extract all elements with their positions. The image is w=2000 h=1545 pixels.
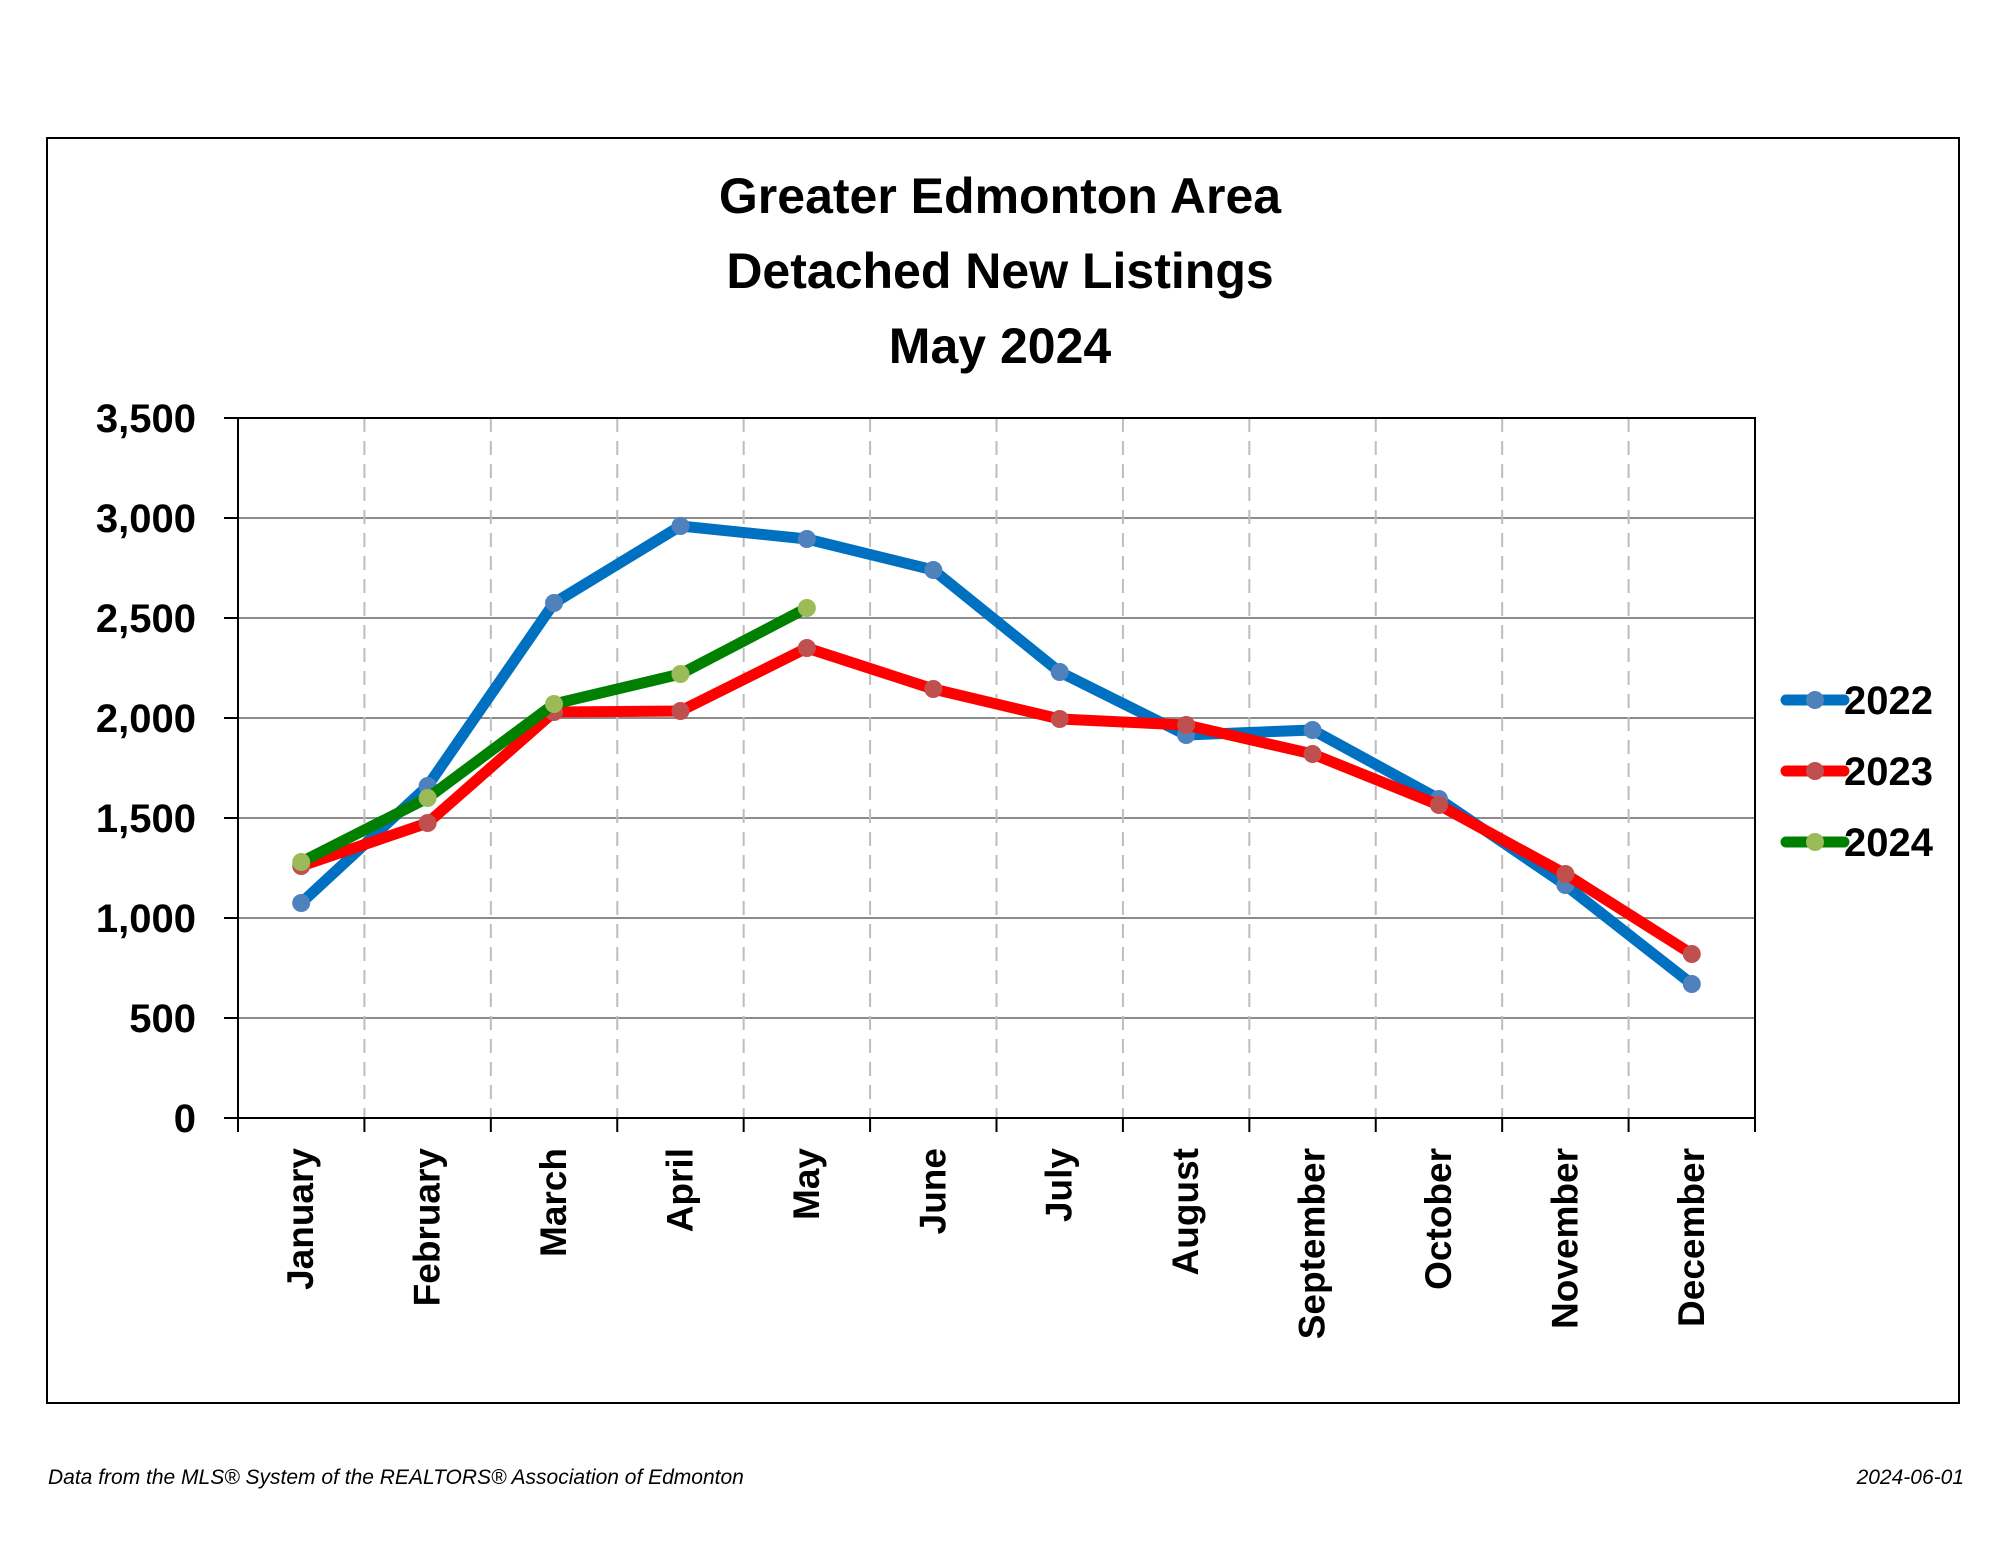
axes: 0 500 1,000 1,500 2,000 2,500 3,000 3,500 Januar…: [96, 397, 1756, 1339]
data-point-2022: [292, 894, 311, 912]
x-tick-label: December: [1671, 1148, 1712, 1327]
x-tick-label: September: [1292, 1148, 1333, 1339]
legend-swatch-marker: [1806, 833, 1824, 851]
x-tick-label: July: [1039, 1148, 1080, 1222]
source-note: Data from the MLS® System of the REALTOR…: [48, 1466, 744, 1489]
chart-title-line: Detached New Listings: [726, 243, 1273, 299]
y-tick-label: 500: [129, 997, 196, 1041]
data-point-2023: [924, 680, 943, 698]
data-point-2022: [1303, 721, 1322, 739]
chart-title-line: Greater Edmonton Area: [719, 168, 1282, 224]
data-point-2023: [418, 814, 437, 832]
legend-label: 2022: [1844, 679, 1933, 723]
data-point-2022: [1682, 975, 1701, 993]
legend-swatch-marker: [1806, 691, 1824, 709]
data-point-2022: [545, 594, 564, 612]
y-tick-label: 0: [174, 1097, 196, 1141]
x-tick-label: August: [1165, 1148, 1206, 1275]
series-line-2023: [295, 642, 1698, 960]
data-point-2024: [797, 599, 816, 617]
y-tick-label: 3,500: [96, 397, 196, 441]
y-tick-label: 2,000: [96, 697, 196, 741]
data-point-2023: [1556, 865, 1575, 883]
y-tick-label: 1,500: [96, 797, 196, 841]
data-point-2022: [924, 561, 943, 579]
data-point-2023: [1429, 796, 1448, 814]
legend-label: 2024: [1844, 821, 1934, 865]
chart-frame: [46, 137, 1960, 1404]
data-point-2023: [797, 639, 816, 657]
chart-title-line: May 2024: [889, 318, 1112, 374]
legend-swatch-marker: [1806, 762, 1824, 780]
x-tick-label: February: [407, 1148, 448, 1307]
data-point-2024: [671, 665, 690, 683]
x-tick-label: January: [280, 1148, 321, 1290]
data-point-2023: [671, 702, 690, 720]
data-point-2022: [671, 517, 690, 535]
data-point-2023: [1050, 710, 1069, 728]
legend-label: 2023: [1844, 750, 1933, 794]
y-tick-label: 1,000: [96, 897, 196, 941]
x-tick-label: April: [659, 1148, 700, 1232]
data-point-2023: [1303, 745, 1322, 763]
data-point-2022: [1050, 663, 1069, 681]
chart-title: Greater Edmonton Area Detached New Listin…: [719, 168, 1282, 374]
y-tick-label: 3,000: [96, 497, 196, 541]
y-tick-label: 2,500: [96, 597, 196, 641]
series: [292, 517, 1701, 993]
data-point-2022: [797, 530, 816, 548]
x-tick-label: March: [533, 1148, 574, 1257]
x-tick-label: May: [786, 1148, 827, 1220]
report-date: 2024-06-01: [1856, 1466, 1964, 1489]
data-point-2023: [1682, 945, 1701, 963]
data-point-2023: [1177, 716, 1196, 734]
x-tick-label: October: [1418, 1148, 1459, 1290]
data-point-2024: [418, 789, 437, 807]
grid: [238, 418, 1755, 1118]
data-point-2024: [545, 695, 564, 713]
x-tick-label: June: [912, 1148, 953, 1234]
x-tick-label: November: [1544, 1148, 1585, 1329]
legend: 2022 2023 2024: [1780, 679, 1934, 865]
data-point-2024: [292, 853, 311, 871]
